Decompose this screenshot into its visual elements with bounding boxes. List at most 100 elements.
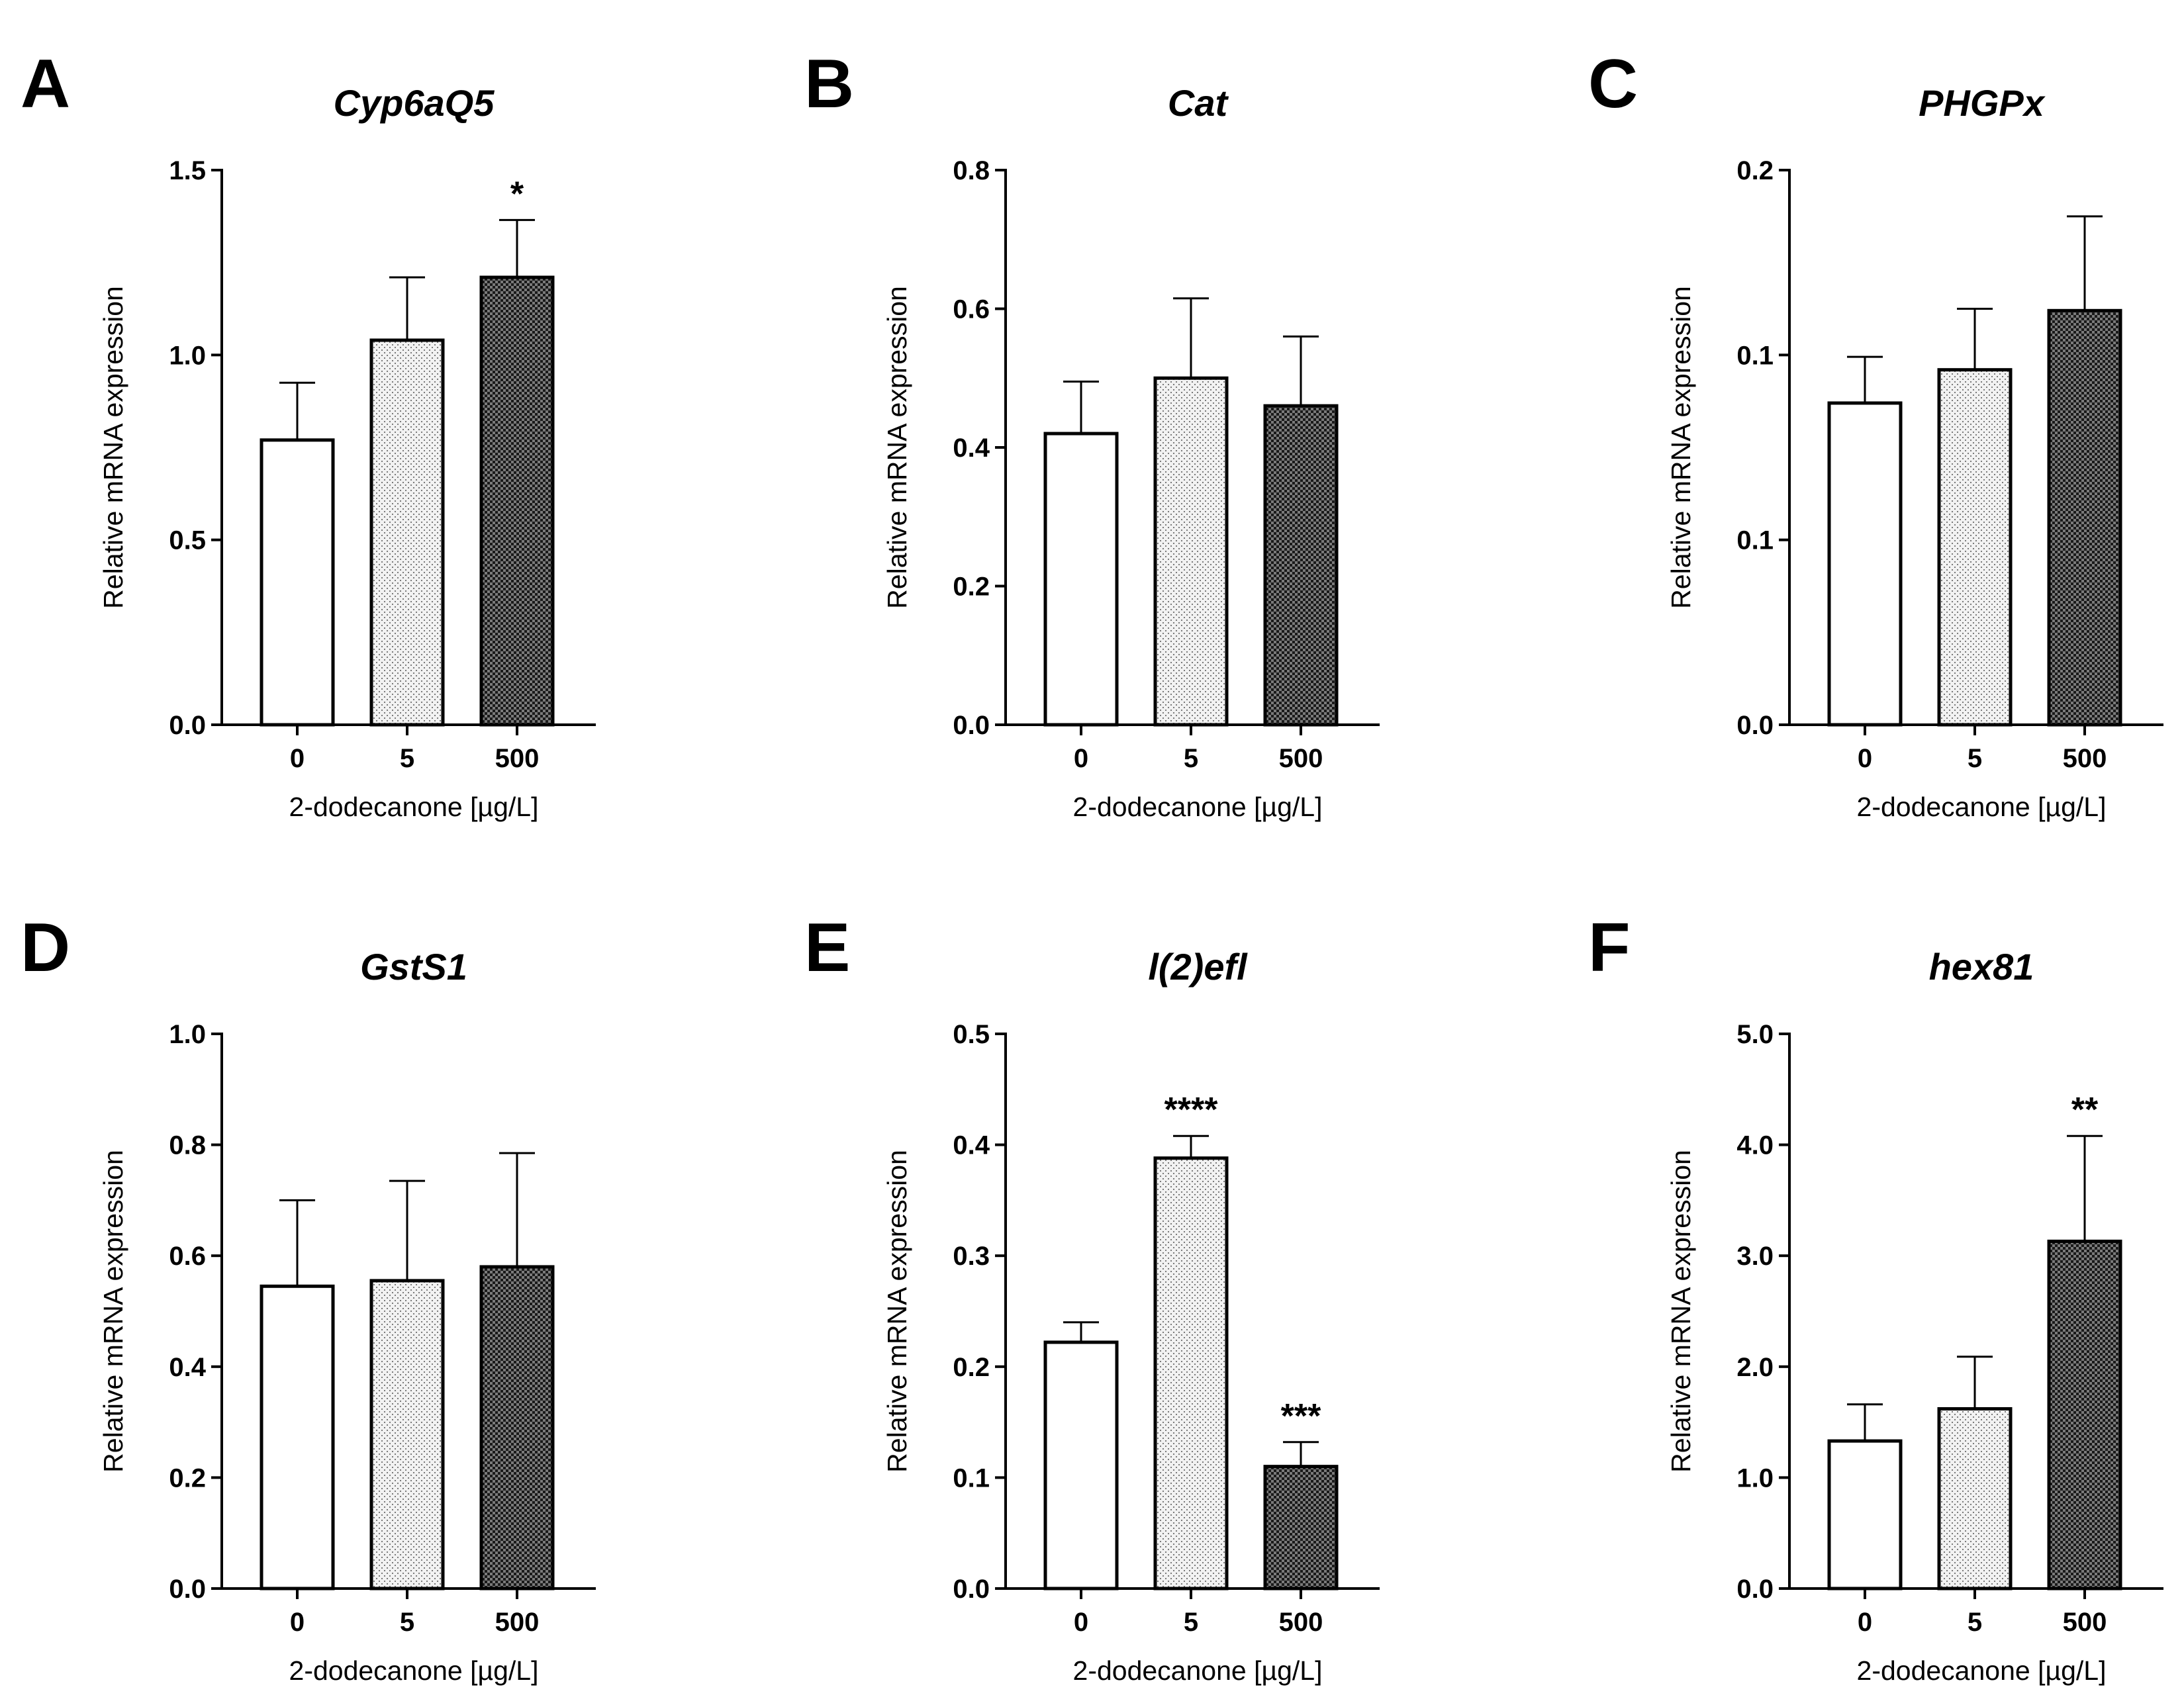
bar-500	[479, 275, 555, 727]
y-tick-label: 1.5	[169, 156, 206, 185]
panel-letter: F	[1588, 909, 1631, 986]
y-tick-label: 0.6	[169, 1242, 206, 1271]
x-tick-label: 500	[1279, 1608, 1323, 1637]
y-tick-label: 2.0	[1736, 1353, 1774, 1382]
bar-500	[2047, 308, 2122, 727]
x-tick-label: 5	[400, 1608, 414, 1637]
y-axis-label: Relative mRNA expression	[882, 1150, 912, 1473]
y-tick-label: 0.5	[169, 526, 206, 555]
y-axis-label: Relative mRNA expression	[98, 1150, 128, 1473]
y-tick-label: 1.0	[169, 341, 206, 370]
y-tick-label: 0.0	[169, 711, 206, 740]
x-tick-label: 5	[1968, 1608, 1982, 1637]
bar-500	[2047, 1239, 2122, 1591]
y-tick-label: 4.0	[1736, 1131, 1774, 1160]
panel-letter: B	[804, 46, 854, 122]
chart-panel-b: B Cat Relative mRNA expression 2-dodecanone…	[804, 46, 1380, 822]
x-axis-label: 2-dodecanone [µg/L]	[1857, 1655, 2107, 1686]
x-tick-label: 500	[1279, 744, 1323, 773]
chart-panel-a: A Cyp6aQ5 Relative mRNA expression 2-dodeca…	[21, 46, 596, 822]
y-tick-label: 0.0	[953, 711, 990, 740]
y-tick-label: 0.0	[1736, 1575, 1774, 1604]
bar-0	[1827, 401, 1903, 727]
significance-label: ***	[1281, 1397, 1321, 1436]
y-tick-label: 0.1	[953, 1463, 990, 1493]
x-tick-label: 0	[1858, 1608, 1872, 1637]
y-tick-label: 0.0	[953, 1575, 990, 1604]
y-tick-label: 0.2	[169, 1463, 206, 1493]
x-tick-label: 0	[290, 744, 305, 773]
y-tick-label: 0.0	[1736, 711, 1774, 740]
bar-500	[1263, 1465, 1339, 1591]
significance-label: **	[2071, 1091, 2099, 1129]
bar-500	[479, 1265, 555, 1591]
x-axis-label: 2-dodecanone [µg/L]	[1073, 792, 1323, 822]
significance-label: ****	[1164, 1091, 1219, 1129]
y-tick-label: 0.8	[169, 1131, 206, 1160]
panel-letter: D	[21, 909, 70, 986]
bar-5	[369, 1279, 445, 1591]
y-tick-label: 0.1	[1736, 526, 1774, 555]
y-tick-label: 0.6	[953, 295, 990, 324]
y-tick-label: 1.0	[1736, 1463, 1774, 1493]
x-tick-label: 500	[2063, 744, 2107, 773]
bar-5	[1937, 368, 2013, 727]
y-tick-label: 5.0	[1736, 1020, 1774, 1049]
y-tick-label: 0.3	[953, 1242, 990, 1271]
y-axis-label: Relative mRNA expression	[98, 286, 128, 609]
x-tick-label: 0	[290, 1608, 305, 1637]
x-axis-label: 2-dodecanone [µg/L]	[1857, 792, 2107, 822]
y-tick-label: 3.0	[1736, 1242, 1774, 1271]
x-tick-label: 5	[400, 744, 414, 773]
x-tick-label: 0	[1074, 744, 1088, 773]
bar-500	[1263, 404, 1339, 727]
x-tick-label: 0	[1074, 1608, 1088, 1637]
y-tick-label: 0.4	[169, 1353, 206, 1382]
y-axis-label: Relative mRNA expression	[882, 286, 912, 609]
significance-label: *	[510, 175, 524, 213]
bar-0	[1043, 432, 1119, 727]
chart-title: Cyp6aQ5	[334, 82, 495, 124]
y-tick-label: 0.0	[169, 1575, 206, 1604]
panel-letter: A	[21, 46, 70, 122]
y-tick-label: 0.2	[953, 573, 990, 602]
x-axis-label: 2-dodecanone [µg/L]	[289, 792, 539, 822]
y-axis-label: Relative mRNA expression	[1666, 1150, 1696, 1473]
bar-5	[1153, 1156, 1229, 1591]
chart-title: PHGPx	[1919, 82, 2046, 124]
chart-title: hex81	[1929, 946, 2034, 988]
chart-title: Cat	[1168, 82, 1229, 124]
bar-0	[1827, 1439, 1903, 1591]
chart-panel-d: D GstS1 Relative mRNA expression 2-dodecano…	[21, 909, 596, 1686]
bar-0	[260, 438, 335, 727]
x-tick-label: 0	[1858, 744, 1872, 773]
panel-letter: E	[804, 909, 850, 986]
bar-5	[1153, 376, 1229, 727]
chart-panel-c: C PHGPx Relative mRNA expression 2-dodecano…	[1588, 46, 2163, 822]
bar-0	[1043, 1340, 1119, 1591]
chart-title: l(2)efl	[1148, 946, 1248, 988]
y-tick-label: 0.1	[1736, 341, 1774, 370]
x-axis-label: 2-dodecanone [µg/L]	[1073, 1655, 1323, 1686]
y-tick-label: 0.8	[953, 156, 990, 185]
y-tick-label: 0.5	[953, 1020, 990, 1049]
x-tick-label: 500	[2063, 1608, 2107, 1637]
x-tick-label: 500	[495, 1608, 540, 1637]
bar-0	[260, 1284, 335, 1591]
panel-letter: C	[1588, 46, 1638, 122]
x-tick-label: 500	[495, 744, 540, 773]
x-tick-label: 5	[1184, 744, 1198, 773]
bar-5	[1937, 1407, 2013, 1591]
y-tick-label: 0.2	[1736, 156, 1774, 185]
y-tick-label: 0.4	[953, 1131, 990, 1160]
y-tick-label: 1.0	[169, 1020, 206, 1049]
x-axis-label: 2-dodecanone [µg/L]	[289, 1655, 539, 1686]
y-axis-label: Relative mRNA expression	[1666, 286, 1696, 609]
x-tick-label: 5	[1968, 744, 1982, 773]
chart-title: GstS1	[360, 946, 467, 988]
x-tick-label: 5	[1184, 1608, 1198, 1637]
y-tick-label: 0.2	[953, 1353, 990, 1382]
